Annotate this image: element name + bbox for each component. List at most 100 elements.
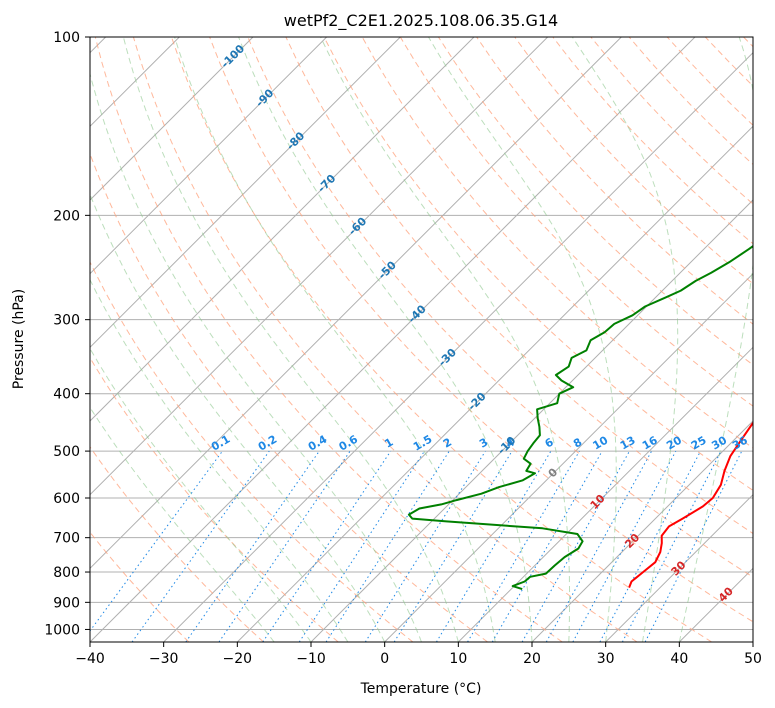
dry-adiabat [90, 446, 264, 642]
dry-adiabat [476, 37, 753, 325]
isotherm-line [605, 493, 753, 642]
mixing-ratio-line [545, 450, 653, 642]
dry-adiabat [552, 37, 753, 245]
mixing-ratio-label: 30 [709, 433, 729, 452]
moist-adiabat [90, 72, 422, 642]
red-label: 40 [716, 584, 736, 604]
x-axis-title: Temperature (°C) [360, 681, 482, 697]
mixing-ratio-label: 25 [689, 434, 709, 453]
dry-adiabat [285, 37, 753, 535]
mixing-ratio-label: 20 [664, 433, 684, 452]
grey-label: 0 [546, 465, 561, 480]
x-tick-label: −10 [296, 651, 326, 667]
moist-adiabat [122, 37, 459, 642]
isotherm-label: -60 [346, 214, 369, 237]
mixing-ratio-line [325, 450, 450, 642]
x-tick-label: 50 [744, 651, 762, 667]
isotherm-line [90, 37, 549, 496]
x-tick-label: −40 [75, 651, 105, 667]
mixing-ratio-line [131, 450, 270, 642]
mixing-ratio-line [599, 450, 701, 642]
mixing-ratio-label: 1 [382, 436, 395, 451]
dry-adiabat [437, 37, 753, 366]
dry-adiabat [90, 531, 190, 642]
dry-adiabat [90, 152, 488, 642]
x-tick-label: 0 [380, 651, 389, 667]
moist-adiabat [174, 37, 496, 642]
mixing-ratio-label: 0.1 [209, 433, 232, 454]
mixing-ratio-label: 10 [591, 433, 611, 452]
x-tick-label: 40 [670, 651, 688, 667]
moist-adiabat [238, 37, 533, 642]
dry-adiabat [90, 260, 414, 642]
isotherm-line [678, 567, 753, 642]
chart-title: wetPf2_C2E1.2025.108.06.35.G14 [284, 11, 558, 31]
mixing-ratio-line [491, 450, 603, 642]
isotherm-label: -30 [436, 346, 459, 369]
dry-adiabat [247, 37, 753, 578]
mixing-ratio-label: 0.2 [256, 433, 279, 454]
y-axis-title: Pressure (hPa) [11, 289, 27, 389]
y-tick-label: 100 [53, 30, 80, 46]
x-tick-label: −30 [149, 651, 179, 667]
mixing-ratio-line [393, 450, 513, 642]
mixing-ratio-line [644, 450, 743, 642]
isotherm-line [384, 272, 753, 642]
isotherm-line [752, 641, 753, 642]
dry-adiabat [94, 37, 563, 642]
moist-adiabat [90, 193, 386, 642]
mixing-ratio-line [185, 450, 320, 642]
moist-adiabat [678, 37, 753, 642]
y-tick-label: 1000 [44, 622, 80, 638]
isotherm-line [90, 37, 254, 201]
mixing-ratio-label: 0.4 [306, 432, 330, 453]
dry-adiabat [209, 37, 753, 623]
y-tick-label: 800 [53, 565, 80, 581]
dewpoint-trace [407, 244, 753, 591]
mixing-ratio-label: 36 [730, 433, 750, 452]
isotherm-line [90, 37, 696, 642]
y-tick-label: 500 [53, 444, 80, 460]
isotherm-line [310, 199, 753, 642]
dry-adiabat [323, 37, 753, 491]
mixing-ratio-label: 1.5 [411, 433, 434, 454]
plot-frame [89, 36, 754, 643]
isotherm-line [90, 37, 475, 422]
mixing-ratio-line [467, 450, 580, 642]
x-tick-label: 30 [597, 651, 615, 667]
mixing-ratio-line [521, 450, 630, 642]
mixing-ratio-line [218, 450, 351, 642]
dry-adiabat [132, 37, 638, 642]
moist-adiabat [90, 347, 312, 642]
isotherm-line [531, 420, 753, 642]
y-tick-label: 400 [53, 387, 80, 403]
isotherm-line [90, 37, 401, 349]
y-tick-label: 300 [53, 313, 80, 329]
x-tick-label: 10 [449, 651, 467, 667]
y-tick-label: 700 [53, 531, 80, 547]
moist-adiabat [428, 37, 617, 642]
x-tick-label: 20 [523, 651, 541, 667]
dry-adiabat [704, 37, 753, 87]
isotherm-label: -50 [376, 258, 399, 281]
mixing-ratio-line [262, 450, 392, 642]
mixing-ratio-line [435, 450, 552, 642]
mixing-ratio-label: 16 [640, 433, 660, 452]
mixing-ratio-label: 3 [477, 436, 490, 451]
isotherm-line [90, 37, 328, 275]
mixing-ratio-label: 13 [618, 434, 638, 453]
y-tick-label: 200 [53, 208, 80, 224]
mixing-ratio-label: 0.6 [337, 432, 361, 453]
y-tick-label: 600 [53, 491, 80, 507]
isotherm-label: -40 [406, 302, 429, 325]
mixing-ratio-label: 8 [571, 436, 584, 451]
dry-adiabat [590, 37, 753, 205]
mixing-ratio-line [364, 450, 486, 642]
x-tick-label: −20 [223, 651, 253, 667]
background-lines [90, 37, 753, 642]
mixing-ratio-line [90, 450, 223, 632]
dry-adiabat [90, 356, 339, 642]
mixing-ratio-line [572, 450, 677, 642]
moist-adiabat [571, 37, 679, 642]
